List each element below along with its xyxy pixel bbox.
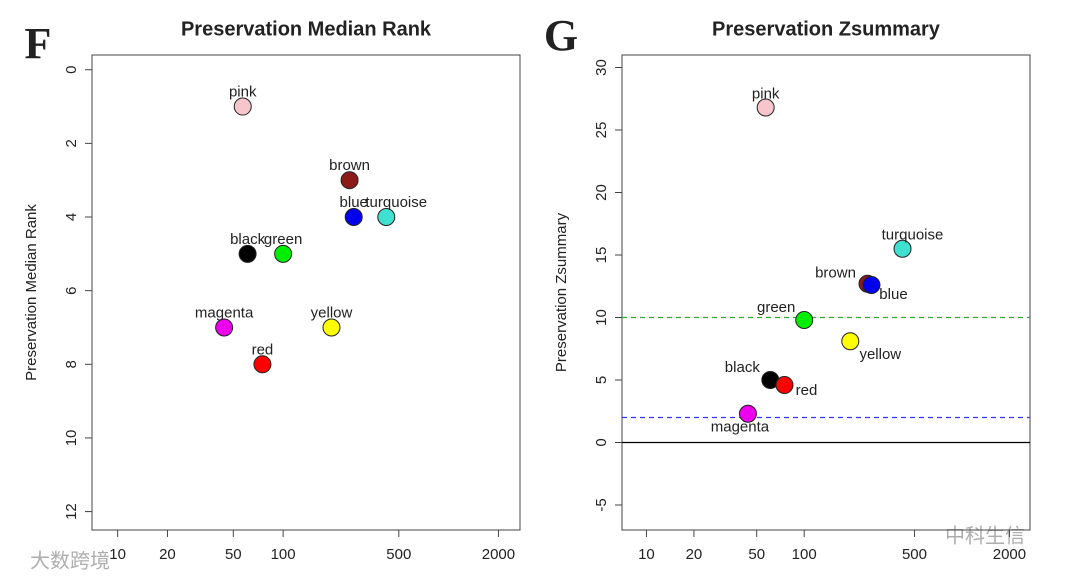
x-tick-label: 2000	[482, 546, 515, 563]
x-tick-label: 500	[386, 546, 411, 563]
chart-title: Preservation Median Rank	[181, 18, 432, 40]
point	[738, 404, 757, 423]
point-label: red	[796, 382, 818, 399]
y-tick-label: 5	[593, 376, 610, 384]
plot-box	[621, 54, 1031, 531]
y-tick-label: 15	[593, 247, 610, 264]
point-label: turquoise	[365, 194, 427, 211]
y-axis-label: Preservation Median Rank	[23, 204, 40, 381]
x-tick-label: 100	[271, 546, 296, 563]
point-label: black	[725, 359, 761, 376]
point	[253, 355, 272, 374]
panel-letter: G	[544, 11, 578, 60]
point-label: yellow	[859, 346, 901, 363]
y-tick-label: 20	[593, 184, 610, 201]
panel-letter: F	[25, 19, 52, 68]
point-label: red	[252, 341, 274, 358]
point	[377, 208, 396, 227]
point-label: magenta	[195, 304, 254, 321]
point-label: black	[230, 231, 266, 248]
x-tick-label: 50	[748, 546, 765, 563]
x-tick-label: 10	[638, 546, 655, 563]
y-tick-label: 6	[63, 286, 80, 294]
y-tick-label: 0	[593, 438, 610, 446]
y-tick-label: 10	[63, 430, 80, 447]
point-label: yellow	[311, 304, 353, 321]
point-label: blue	[340, 194, 368, 211]
point	[238, 244, 257, 263]
y-tick-label: -5	[593, 498, 610, 511]
x-tick-label: 100	[792, 546, 817, 563]
point	[756, 98, 775, 117]
y-tick-label: 2	[63, 139, 80, 147]
point	[862, 276, 881, 294]
point	[841, 332, 860, 351]
point	[322, 318, 341, 337]
point-label: green	[757, 299, 795, 316]
y-tick-label: 30	[593, 59, 610, 76]
point	[775, 376, 794, 394]
x-tick-label: 2000	[993, 546, 1026, 563]
plot-box	[91, 54, 521, 531]
point	[274, 244, 293, 263]
point-label: brown	[329, 157, 370, 174]
y-tick-label: 8	[63, 360, 80, 368]
point-label: turquoise	[882, 227, 944, 244]
point	[344, 208, 363, 227]
y-tick-label: 10	[593, 309, 610, 326]
x-tick-label: 500	[902, 546, 927, 563]
x-tick-label: 20	[686, 546, 703, 563]
y-axis-label: Preservation Zsummary	[553, 212, 570, 372]
point	[233, 97, 252, 116]
point-label: pink	[752, 85, 780, 102]
point-label: magenta	[711, 419, 770, 436]
point	[795, 311, 814, 329]
y-tick-label: 12	[63, 503, 80, 520]
point-label: green	[264, 231, 302, 248]
point	[215, 318, 234, 337]
point	[893, 239, 912, 258]
point	[340, 171, 359, 190]
x-tick-label: 50	[225, 546, 242, 563]
y-tick-label: 0	[63, 66, 80, 74]
chart-title: Preservation Zsummary	[712, 18, 941, 40]
x-tick-label: 10	[109, 546, 126, 563]
y-tick-label: 4	[63, 213, 80, 221]
point-label: pink	[229, 84, 257, 101]
point-label: brown	[815, 265, 856, 282]
watermark: 大数跨境	[30, 549, 110, 572]
watermark: 中科生信	[945, 524, 1025, 547]
x-tick-label: 20	[159, 546, 176, 563]
y-tick-label: 25	[593, 122, 610, 139]
point-label: blue	[879, 286, 907, 303]
